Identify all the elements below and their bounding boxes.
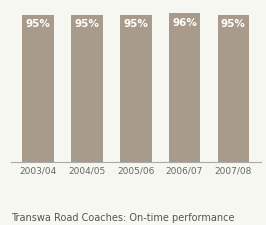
Bar — [169, 13, 200, 162]
Text: 96%: 96% — [172, 18, 197, 28]
Bar — [22, 14, 54, 162]
Bar — [120, 14, 152, 162]
Text: 95%: 95% — [221, 19, 246, 29]
Bar — [218, 14, 249, 162]
Text: 95%: 95% — [26, 19, 50, 29]
Bar — [71, 14, 103, 162]
Text: 95%: 95% — [123, 19, 148, 29]
Text: 95%: 95% — [74, 19, 99, 29]
Text: Transwa Road Coaches: On-time performance: Transwa Road Coaches: On-time performanc… — [11, 213, 234, 223]
